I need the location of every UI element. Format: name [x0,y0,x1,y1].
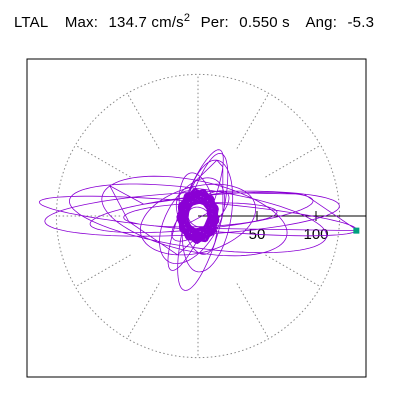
max-label: Max: [64,14,99,31]
plot-frame [26,58,367,378]
max-value: 134.7 [108,14,148,31]
max-unit: cm/s [151,14,184,31]
angle-value: -5.3 [347,14,375,31]
angle-label: Ang: [305,14,338,31]
chart-header: LTAL Max: 134.7 cm/s2 Per: 0.550 s Ang: … [14,12,374,31]
acceleration-orbit [38,149,358,291]
grid-spoke [265,254,321,288]
component-label: LTAL [14,14,49,31]
grid-spoke [236,283,270,339]
grid-spoke [75,144,131,178]
grid-spoke [75,254,131,288]
period-value: 0.550 s [239,14,290,31]
orbit-trace [38,149,358,291]
grid-spoke [126,93,160,149]
period-label: Per: [200,14,229,31]
end-marker [353,227,360,234]
grid-spoke [265,144,321,178]
grid-spoke [126,283,160,339]
max-unit-exponent: 2 [183,12,191,24]
grid-spoke [236,93,270,149]
end-marker-group [353,227,360,234]
